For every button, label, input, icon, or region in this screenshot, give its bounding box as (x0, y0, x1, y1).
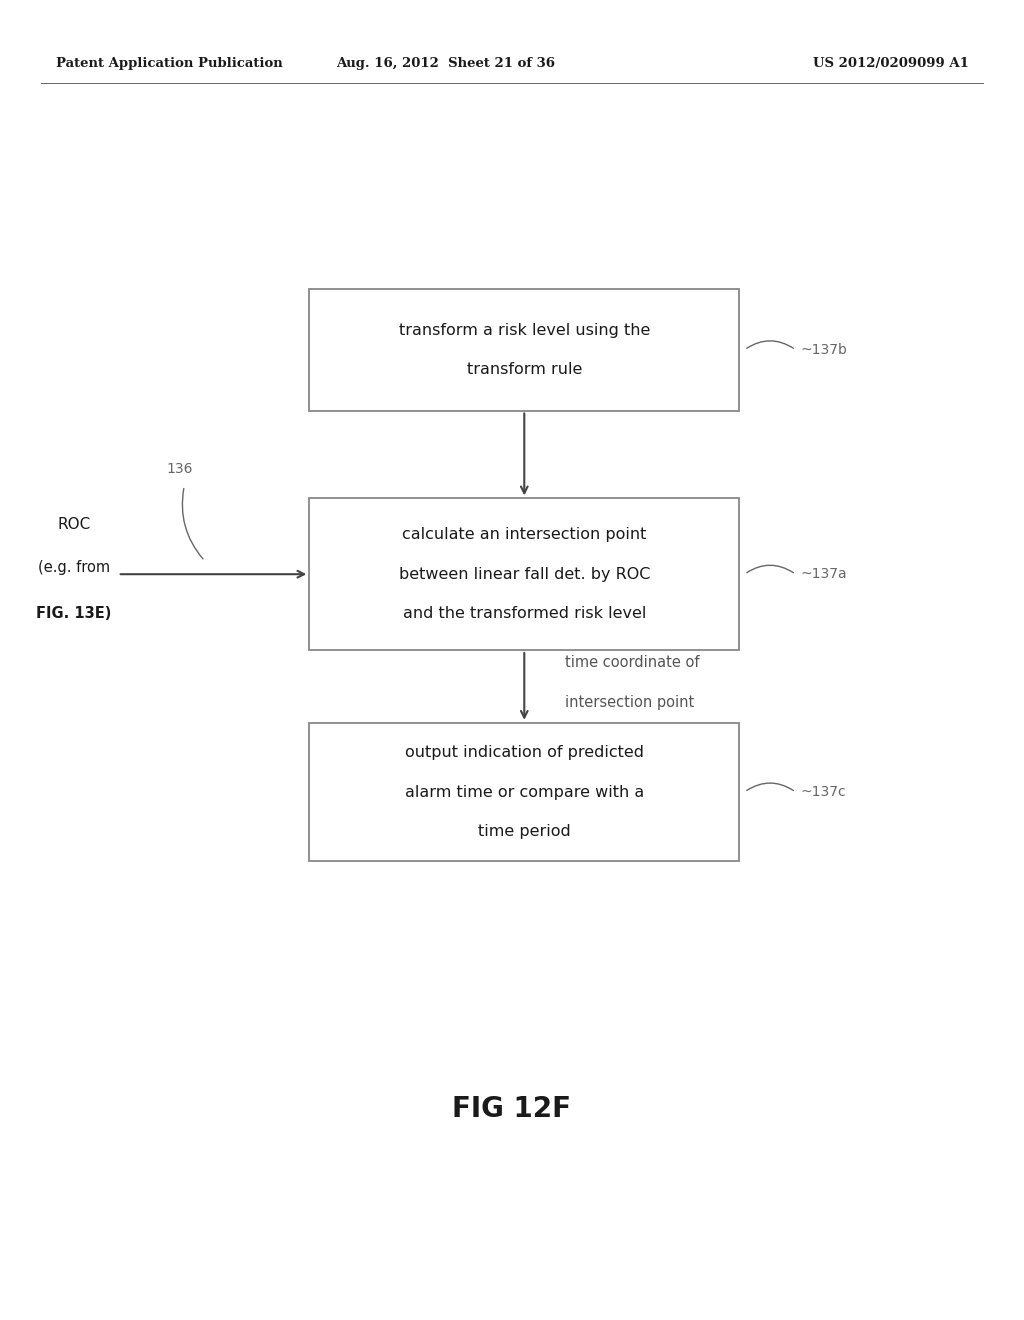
Text: time coordinate of: time coordinate of (565, 655, 699, 671)
Text: calculate an intersection point: calculate an intersection point (402, 527, 646, 543)
FancyBboxPatch shape (309, 722, 739, 861)
Text: transform a risk level using the: transform a risk level using the (398, 322, 650, 338)
Text: ~137a: ~137a (801, 568, 848, 581)
Text: transform rule: transform rule (467, 362, 582, 378)
Text: Patent Application Publication: Patent Application Publication (56, 57, 283, 70)
Text: ~137c: ~137c (801, 785, 847, 799)
Text: intersection point: intersection point (565, 694, 694, 710)
Text: FIG 12F: FIG 12F (453, 1094, 571, 1123)
Text: FIG. 13E): FIG. 13E) (36, 606, 112, 622)
Text: US 2012/0209099 A1: US 2012/0209099 A1 (813, 57, 969, 70)
Text: output indication of predicted: output indication of predicted (404, 744, 644, 760)
Text: Aug. 16, 2012  Sheet 21 of 36: Aug. 16, 2012 Sheet 21 of 36 (336, 57, 555, 70)
Text: time period: time period (478, 824, 570, 840)
Text: between linear fall det. by ROC: between linear fall det. by ROC (398, 566, 650, 582)
FancyBboxPatch shape (309, 499, 739, 651)
Text: (e.g. from: (e.g. from (38, 560, 110, 576)
Text: alarm time or compare with a: alarm time or compare with a (404, 784, 644, 800)
Text: 136: 136 (166, 462, 193, 475)
FancyBboxPatch shape (309, 289, 739, 411)
Text: ROC: ROC (57, 516, 90, 532)
Text: ~137b: ~137b (801, 343, 848, 356)
Text: and the transformed risk level: and the transformed risk level (402, 606, 646, 622)
